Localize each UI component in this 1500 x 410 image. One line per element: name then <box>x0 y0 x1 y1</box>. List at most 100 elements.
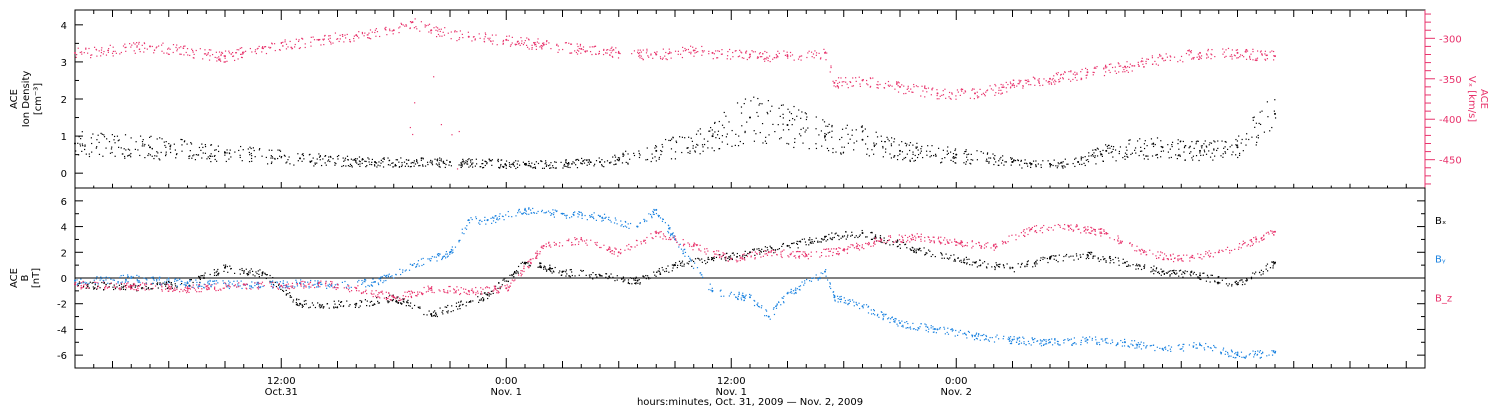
b-point <box>920 250 922 252</box>
b-point <box>303 300 305 302</box>
vx-point <box>219 58 221 60</box>
density-point <box>604 161 606 163</box>
b-point <box>1231 350 1233 352</box>
b-point <box>717 254 719 256</box>
vx-point <box>358 31 360 33</box>
density-point <box>664 138 667 141</box>
density-point <box>831 126 833 128</box>
density-point <box>972 159 974 161</box>
b-point <box>1245 355 1247 357</box>
density-point <box>252 147 254 149</box>
vx-point <box>1104 66 1107 68</box>
b-point <box>507 210 509 213</box>
vx-point <box>323 43 325 46</box>
b-point <box>477 296 479 298</box>
density-point <box>395 165 397 167</box>
b-point <box>790 288 792 291</box>
vx-point <box>263 46 266 48</box>
density-point <box>866 148 869 150</box>
b-point <box>333 286 336 289</box>
vx-point <box>1173 56 1176 58</box>
b-point <box>447 255 449 257</box>
vx-point <box>329 35 331 37</box>
vx-point <box>1038 78 1040 80</box>
b-point <box>675 238 677 240</box>
b-point <box>813 277 815 279</box>
vx-point <box>458 130 460 133</box>
density-point <box>466 163 468 165</box>
b-point <box>881 241 883 244</box>
density-point <box>707 147 709 149</box>
density-point <box>1058 163 1060 165</box>
vx-point <box>1108 69 1110 71</box>
b-point <box>815 251 818 253</box>
density-point <box>403 161 406 163</box>
b-point <box>99 279 101 281</box>
density-point <box>1178 154 1180 156</box>
density-point <box>122 153 124 155</box>
b-point <box>694 262 696 264</box>
b-point <box>550 270 552 273</box>
b-point <box>798 240 800 243</box>
density-point <box>1255 144 1257 146</box>
vx-point <box>1154 60 1156 63</box>
b-point <box>1032 266 1034 268</box>
density-point <box>1152 142 1154 145</box>
density-point <box>930 155 933 157</box>
density-point <box>137 149 139 151</box>
vx-point <box>1096 65 1098 68</box>
b-point <box>671 234 673 236</box>
density-point <box>935 155 937 157</box>
b-point <box>870 232 872 234</box>
b-point <box>889 318 892 320</box>
vx-point <box>598 53 600 55</box>
b-point <box>904 243 907 245</box>
b-point <box>1122 258 1124 260</box>
vx-point <box>1010 82 1012 85</box>
vx-point <box>789 51 792 54</box>
vx-point <box>1108 63 1111 66</box>
b-point <box>552 214 555 216</box>
b-point <box>107 282 109 284</box>
b-point <box>680 248 683 250</box>
vx-point <box>1027 81 1029 83</box>
density-point <box>1180 140 1182 142</box>
b-point <box>116 286 118 288</box>
density-point <box>174 149 176 151</box>
b-point <box>1271 261 1273 263</box>
b-point <box>386 300 389 302</box>
b-point <box>1104 338 1107 340</box>
density-point <box>627 153 629 155</box>
b-point <box>399 299 402 301</box>
b-point <box>430 260 432 262</box>
b-point <box>272 287 274 289</box>
b-point <box>882 314 884 316</box>
b-point <box>631 277 633 280</box>
b-point <box>1258 271 1261 273</box>
b-point <box>1254 352 1256 355</box>
b-axis-label-line: ACE <box>9 268 20 288</box>
vx-point <box>450 31 452 33</box>
b-point <box>1216 282 1219 284</box>
b-point <box>230 267 232 270</box>
b-point <box>1226 351 1229 354</box>
vx-point <box>701 50 703 52</box>
b-point <box>850 235 852 237</box>
vx-point <box>1193 56 1195 59</box>
density-point <box>217 150 220 153</box>
density-point <box>324 162 326 164</box>
vx-point <box>1048 80 1050 83</box>
density-point <box>909 142 912 144</box>
b-point <box>190 278 192 281</box>
b-point <box>1017 263 1019 265</box>
vx-point <box>764 60 766 62</box>
b-point <box>421 292 423 294</box>
b-point <box>962 261 964 263</box>
density-point <box>873 153 875 155</box>
vx-point <box>1070 80 1072 82</box>
vx-point <box>1064 71 1066 73</box>
density-point <box>1130 153 1132 156</box>
b-point <box>256 283 258 285</box>
vx-point <box>282 45 284 47</box>
density-point <box>142 139 144 141</box>
